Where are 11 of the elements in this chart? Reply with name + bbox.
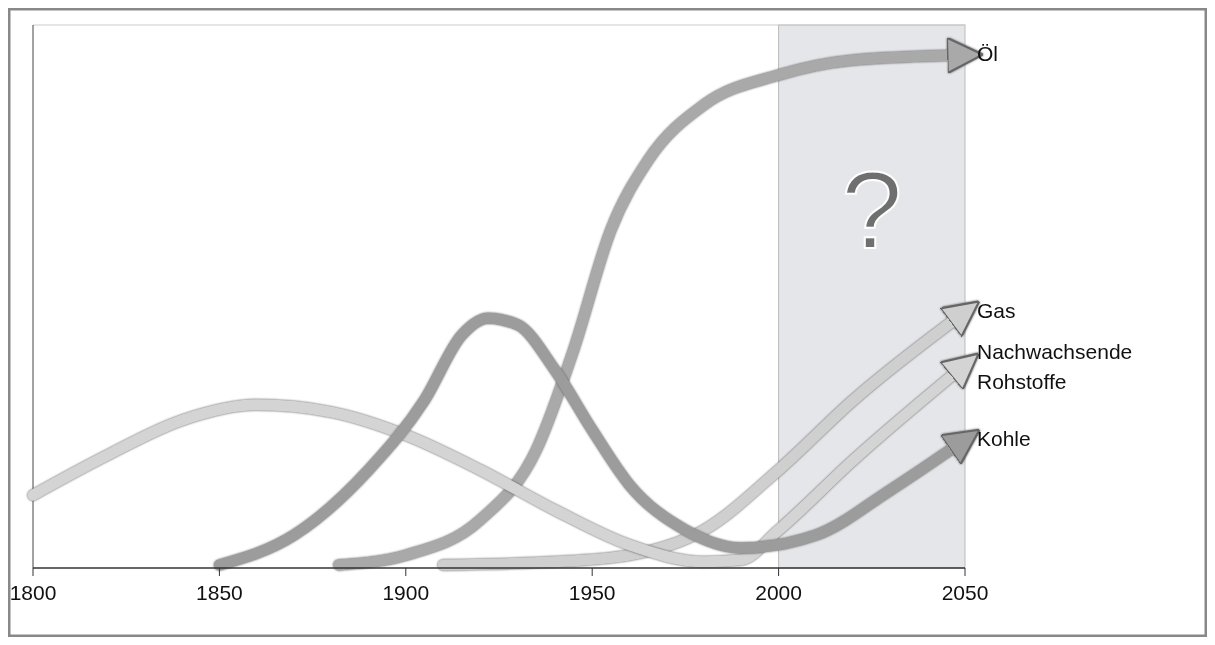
series-label: Öl <box>977 42 998 65</box>
series-label: Nachwachsende Rohstoffe <box>977 339 1133 393</box>
x-tick-label: 1850 <box>196 581 243 604</box>
x-tick-label: 2000 <box>755 581 802 604</box>
x-tick-label: 1800 <box>9 581 57 604</box>
series-label: Gas <box>977 299 1016 323</box>
x-tick-label: 2050 <box>941 581 989 604</box>
annotation: ? <box>841 148 903 271</box>
series-label: Kohle <box>977 426 1031 450</box>
x-tick-label: 1900 <box>382 581 430 604</box>
x-tick-label: 1950 <box>568 581 616 604</box>
